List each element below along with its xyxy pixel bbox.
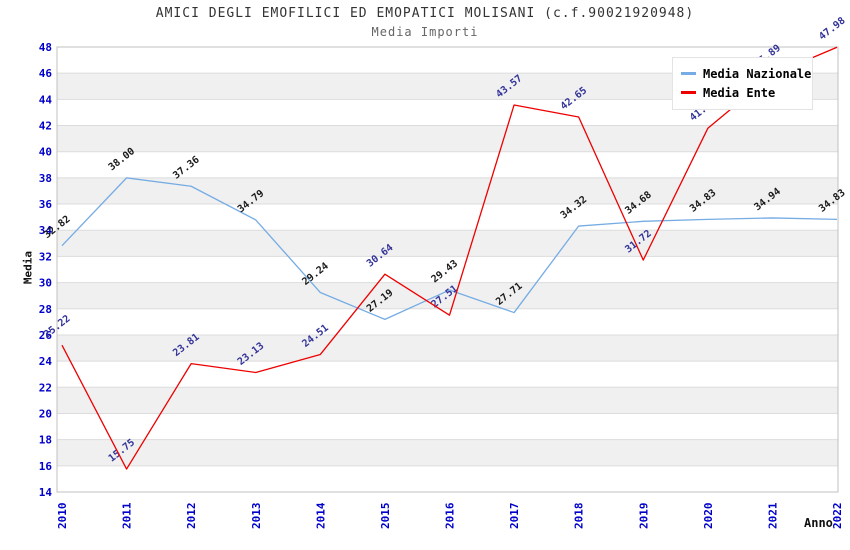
data-point-label: 29.43 bbox=[430, 258, 460, 285]
y-tick-label: 26 bbox=[39, 329, 53, 342]
y-tick-label: 28 bbox=[39, 303, 52, 316]
plot-band bbox=[57, 439, 838, 466]
legend-label: Media Nazionale bbox=[703, 66, 812, 81]
x-tick-label: 2015 bbox=[379, 503, 392, 530]
y-axis-title: Media bbox=[21, 250, 35, 285]
legend-swatch-red-line-icon bbox=[681, 91, 696, 94]
chart-subtitle: Media Importi bbox=[371, 25, 479, 39]
legend-label: Media Ente bbox=[703, 85, 776, 100]
data-point-label: 47.98 bbox=[817, 15, 847, 42]
y-tick-label: 44 bbox=[39, 93, 53, 106]
y-tick-label: 38 bbox=[39, 172, 52, 185]
y-tick-label: 20 bbox=[39, 407, 52, 420]
series-line-media-nazionale bbox=[61, 177, 838, 321]
x-tick-label: 2013 bbox=[250, 503, 263, 530]
series-line-media-ente bbox=[61, 46, 838, 470]
y-tick-label: 18 bbox=[39, 434, 52, 447]
y-tick-label: 48 bbox=[39, 41, 52, 54]
x-tick-label: 2020 bbox=[702, 503, 715, 530]
legend-item-media-nazionale: Media Nazionale bbox=[679, 64, 811, 83]
x-axis-title: Anno bbox=[804, 516, 833, 530]
x-tick-label: 2012 bbox=[185, 503, 198, 530]
y-tick-label: 36 bbox=[39, 198, 53, 211]
plot-band bbox=[57, 387, 838, 414]
y-tick-label: 30 bbox=[39, 277, 52, 290]
legend-swatch-blue-line-icon bbox=[681, 72, 696, 75]
y-tick-label: 16 bbox=[39, 460, 53, 473]
legend: Media Nazionale Media Ente bbox=[672, 57, 813, 110]
x-tick-label: 2010 bbox=[56, 503, 69, 530]
plot-border bbox=[56, 46, 839, 493]
plot-band bbox=[57, 230, 838, 257]
legend-item-media-ente: Media Ente bbox=[679, 83, 806, 102]
x-tick-label: 2017 bbox=[508, 503, 521, 530]
y-tick-label: 24 bbox=[39, 355, 53, 368]
y-tick-label: 42 bbox=[39, 120, 52, 133]
x-tick-label: 2022 bbox=[831, 503, 844, 530]
plot-band bbox=[57, 334, 838, 362]
y-tick-label: 22 bbox=[39, 381, 52, 394]
plot-band bbox=[57, 177, 838, 205]
x-tick-label: 2018 bbox=[573, 503, 586, 530]
plot-band bbox=[57, 125, 838, 152]
x-tick-label: 2019 bbox=[637, 503, 650, 530]
plot-band bbox=[57, 282, 838, 309]
y-tick-label: 32 bbox=[39, 250, 52, 263]
x-tick-label: 2021 bbox=[766, 502, 779, 529]
y-tick-label: 34 bbox=[39, 224, 53, 237]
y-tick-label: 14 bbox=[39, 486, 53, 499]
chart-title: AMICI DEGLI EMOFILICI ED EMOPATICI MOLIS… bbox=[155, 6, 695, 21]
y-tick-label: 46 bbox=[39, 67, 53, 80]
x-tick-label: 2016 bbox=[444, 502, 457, 529]
y-tick-label: 40 bbox=[39, 146, 52, 159]
x-tick-label: 2011 bbox=[121, 502, 134, 529]
x-tick-label: 2014 bbox=[314, 502, 327, 529]
